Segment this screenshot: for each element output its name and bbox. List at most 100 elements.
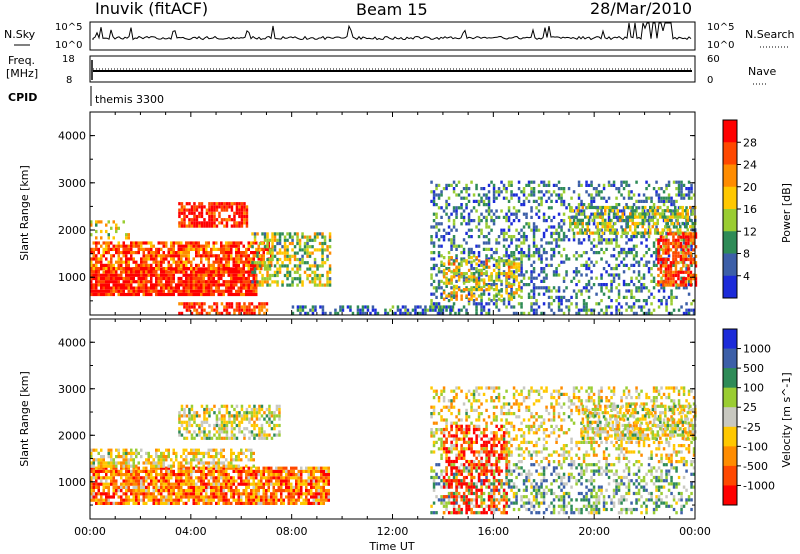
y-tick-label: 4000: [58, 130, 86, 143]
data-cell: [235, 485, 238, 489]
data-cell: [140, 270, 143, 274]
data-cell: [682, 257, 685, 262]
data-cell: [225, 257, 228, 261]
data-cell: [205, 292, 208, 297]
data-cell: [656, 218, 659, 222]
data-cell: [505, 231, 508, 235]
data-cell: [687, 215, 691, 219]
data-cell: [522, 238, 526, 242]
data-cell: [637, 193, 641, 197]
data-cell: [185, 308, 189, 312]
data-cell: [507, 268, 511, 272]
data-cell: [152, 289, 155, 293]
data-cell: [195, 208, 199, 212]
data-cell: [232, 489, 235, 493]
data-cell: [140, 489, 143, 493]
data-cell: [435, 286, 438, 290]
data-cell: [227, 251, 230, 255]
data-cell: [447, 267, 451, 271]
data-cell: [135, 270, 138, 274]
data-cell: [647, 212, 651, 216]
data-cell: [635, 235, 638, 239]
data-cell: [205, 267, 208, 271]
data-cell: [574, 221, 577, 226]
data-cell: [193, 214, 196, 219]
data-cell: [431, 308, 435, 312]
data-cell: [266, 238, 269, 242]
data-cell: [202, 466, 205, 470]
data-cell: [291, 277, 294, 281]
data-cell: [185, 476, 188, 480]
data-cell: [609, 221, 612, 226]
data-cell: [669, 280, 673, 284]
data-cell: [622, 209, 626, 213]
data-cell: [292, 489, 295, 493]
data-cell: [371, 305, 375, 309]
data-cell: [298, 280, 302, 284]
data-cell: [677, 238, 680, 242]
data-cell: [607, 228, 611, 232]
data-cell: [147, 280, 150, 284]
data-cell: [477, 268, 481, 272]
data-cell: [679, 283, 683, 287]
data-cell: [162, 489, 165, 493]
data-cell: [440, 279, 443, 283]
data-cell: [675, 193, 678, 197]
data-cell: [271, 232, 274, 236]
data-cell: [429, 308, 432, 312]
data-cell: [662, 261, 665, 265]
data-cell: [107, 241, 110, 245]
data-cell: [255, 473, 258, 477]
data-cell: [625, 251, 628, 255]
data-cell: [112, 267, 115, 271]
data-cell: [535, 244, 538, 248]
data-cell: [155, 479, 158, 483]
data-cell: [610, 254, 613, 258]
data-cell: [527, 247, 531, 251]
data-cell: [170, 485, 173, 489]
data-cell: [258, 305, 261, 309]
data-cell: [669, 241, 673, 246]
data-cell: [440, 286, 443, 290]
data-cell: [659, 235, 663, 239]
data-cell: [245, 482, 248, 486]
data-cell: [252, 276, 255, 281]
data-cell: [311, 277, 314, 281]
data-cell: [665, 299, 668, 303]
data-cell: [320, 498, 323, 502]
data-cell: [586, 225, 589, 229]
data-cell: [303, 235, 307, 239]
data-cell: [447, 268, 451, 272]
data-cell: [637, 299, 641, 303]
data-cell: [245, 289, 248, 293]
data-cell: [227, 280, 230, 284]
data-cell: [260, 501, 263, 505]
data-cell: [112, 220, 115, 224]
data-cell: [557, 222, 561, 226]
data-cell: [170, 244, 173, 248]
data-cell: [230, 202, 234, 206]
data-cell: [180, 311, 184, 315]
data-cell: [270, 495, 273, 499]
data-cell: [167, 260, 170, 264]
data-cell: [510, 196, 513, 200]
data-cell: [172, 501, 175, 505]
data-cell: [487, 199, 491, 203]
data-cell: [530, 215, 533, 219]
data-cell: [311, 264, 314, 268]
data-cell: [200, 221, 204, 225]
data-cell: [687, 232, 690, 236]
data-cell: [197, 476, 200, 480]
data-cell: [629, 205, 632, 210]
data-cell: [232, 280, 235, 284]
data-cell: [609, 209, 612, 213]
data-cell: [645, 187, 648, 191]
data-cell: [252, 479, 255, 483]
data-cell: [193, 305, 196, 309]
data-cell: [679, 270, 683, 274]
data-cell: [271, 238, 274, 242]
data-cell: [320, 479, 323, 483]
date-title: 28/Mar/2010: [590, 0, 692, 18]
data-cell: [280, 469, 283, 473]
data-cell: [437, 238, 441, 242]
